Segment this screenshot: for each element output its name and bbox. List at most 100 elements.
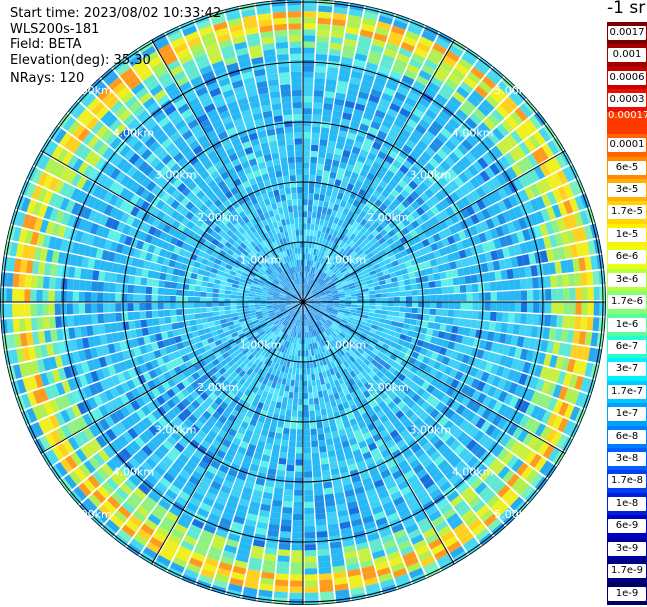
ray-gate-cell xyxy=(317,543,329,550)
ray-gate-cell xyxy=(333,577,348,586)
ray-gate-cell xyxy=(168,337,177,346)
ray-gate-cell xyxy=(206,292,213,298)
ray-gate-cell xyxy=(338,428,347,437)
ray-gate-cell xyxy=(239,385,247,394)
ray-gate-cell xyxy=(304,495,314,502)
ray-gate-cell xyxy=(141,269,149,278)
ray-gate-cell xyxy=(92,235,101,248)
ray-gate-cell xyxy=(216,270,224,276)
ray-gate-cell xyxy=(468,495,482,509)
ray-gate-cell xyxy=(286,224,292,231)
ray-gate-cell xyxy=(358,323,366,329)
ray-gate-cell xyxy=(313,367,319,374)
ray-gate-cell xyxy=(386,459,397,469)
ray-gate-cell xyxy=(429,450,441,462)
ray-gate-cell xyxy=(158,444,170,456)
ray-gate-cell xyxy=(146,278,154,287)
ray-gate-cell xyxy=(395,327,403,334)
ray-gate-cell xyxy=(303,386,308,393)
ray-gate-cell xyxy=(328,317,335,322)
ray-gate-cell xyxy=(186,404,196,414)
ray-gate-cell xyxy=(122,224,131,235)
ray-gate-cell xyxy=(439,346,448,356)
ray-gate-cell xyxy=(390,491,402,501)
ray-gate-cell xyxy=(253,322,260,327)
ray-gate-cell xyxy=(291,556,303,563)
ray-gate-cell xyxy=(171,275,179,283)
ray-gate-cell xyxy=(236,472,247,481)
ray-gate-cell xyxy=(305,247,309,254)
ray-gate-cell xyxy=(198,574,214,585)
ray-gate-cell xyxy=(278,299,285,301)
ray-gate-cell xyxy=(285,314,291,320)
ray-gate-cell xyxy=(371,473,382,483)
ray-gate-cell xyxy=(303,59,315,66)
ray-gate-cell xyxy=(93,212,104,224)
ray-gate-cell xyxy=(77,416,88,430)
ray-gate-cell xyxy=(468,426,480,439)
ray-gate-cell xyxy=(401,404,411,414)
ray-gate-cell xyxy=(306,356,310,363)
ray-gate-cell xyxy=(303,96,313,103)
ray-gate-cell xyxy=(359,503,371,513)
ray-gate-cell xyxy=(502,344,511,356)
ray-gate-cell xyxy=(334,583,349,592)
ray-gate-cell xyxy=(263,486,274,494)
ray-gate-cell xyxy=(189,278,197,285)
ray-gate-cell xyxy=(147,270,155,279)
ray-gate-cell xyxy=(103,204,114,216)
ray-gate-cell xyxy=(75,363,84,375)
ray-gate-cell xyxy=(139,303,146,311)
ray-gate-cell xyxy=(552,341,561,355)
ray-gate-cell xyxy=(182,369,192,378)
ray-gate-cell xyxy=(128,275,136,285)
ray-gate-cell xyxy=(467,337,475,347)
ray-gate-cell xyxy=(327,318,334,324)
ray-gate-cell xyxy=(445,468,458,480)
ray-gate-cell xyxy=(434,370,444,380)
ray-gate-cell xyxy=(541,395,552,409)
ray-gate-cell xyxy=(267,359,273,367)
ray-gate-cell xyxy=(320,346,326,353)
ray-gate-cell xyxy=(220,318,227,324)
ray-gate-cell xyxy=(274,309,281,313)
ray-gate-cell xyxy=(249,391,257,400)
ray-gate-cell xyxy=(389,415,399,424)
ray-gate-cell xyxy=(136,408,147,420)
ray-gate-cell xyxy=(452,427,464,439)
ray-gate-cell xyxy=(525,469,539,484)
ray-gate-cell xyxy=(345,373,353,381)
ray-gate-cell xyxy=(298,398,303,405)
ray-gate-cell xyxy=(171,405,182,416)
ray-gate-cell xyxy=(385,545,399,556)
ray-gate-cell xyxy=(572,330,581,344)
ray-gate-cell xyxy=(278,72,290,79)
ray-gate-cell xyxy=(165,511,179,523)
ray-gate-cell xyxy=(314,303,321,306)
ray-gate-cell xyxy=(342,353,349,361)
ray-gate-cell xyxy=(304,550,317,557)
ray-gate-cell xyxy=(225,405,234,414)
ray-gate-cell xyxy=(68,327,76,339)
ray-gate-cell xyxy=(87,474,101,489)
ray-gate-cell xyxy=(519,348,529,361)
ray-gate-cell xyxy=(373,405,382,414)
ray-gate-cell xyxy=(305,350,309,357)
ray-gate-cell xyxy=(284,300,291,302)
ray-gate-cell xyxy=(227,321,234,327)
ray-gate-cell xyxy=(163,309,171,317)
ray-gate-cell xyxy=(298,386,303,393)
ray-gate-cell xyxy=(259,330,266,337)
ray-gate-cell xyxy=(515,481,530,496)
ray-gate-cell xyxy=(266,436,274,445)
ray-gate-cell xyxy=(291,410,298,417)
ray-gate-cell xyxy=(304,562,317,569)
ray-gate-cell xyxy=(254,373,261,381)
ray-gate-cell xyxy=(157,417,168,428)
ray-gate-cell xyxy=(243,329,251,336)
ray-gate-cell xyxy=(135,240,145,250)
ray-gate-cell xyxy=(429,368,438,377)
ray-gate-cell xyxy=(364,521,376,530)
ray-gate-cell xyxy=(320,352,325,360)
ray-gate-cell xyxy=(181,398,191,408)
